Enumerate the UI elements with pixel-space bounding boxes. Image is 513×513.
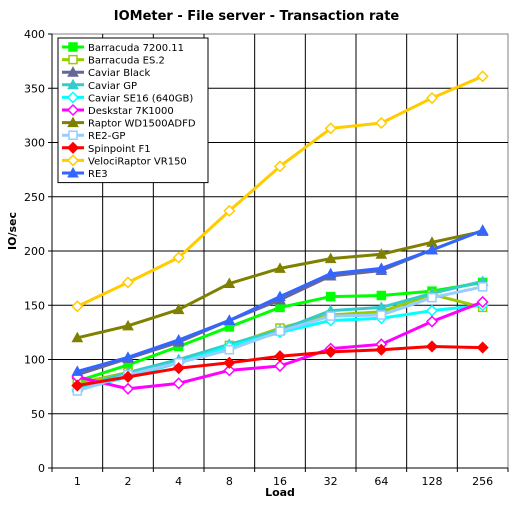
legend-swatch-marker bbox=[66, 154, 80, 167]
data-point bbox=[375, 248, 388, 259]
data-point bbox=[275, 302, 285, 313]
data-point bbox=[223, 277, 236, 289]
legend-label: Barracuda 7200.11 bbox=[88, 43, 184, 54]
y-tick-label: 250 bbox=[24, 191, 45, 204]
data-point bbox=[223, 356, 236, 369]
x-tick-label: 32 bbox=[324, 475, 338, 488]
data-point bbox=[375, 262, 388, 273]
legend-label: Barracuda ES.2 bbox=[88, 56, 165, 67]
chart-title: IOMeter - File server - Transaction rate bbox=[113, 9, 400, 24]
legend-label: RE2-GP bbox=[88, 131, 125, 142]
y-tick-label: 100 bbox=[24, 354, 45, 367]
data-point bbox=[223, 314, 236, 325]
data-point bbox=[172, 377, 185, 390]
y-tick-label: 300 bbox=[24, 137, 45, 150]
data-point bbox=[224, 344, 235, 355]
x-tick-label: 4 bbox=[175, 475, 182, 488]
data-point bbox=[121, 370, 135, 383]
legend-label: VelociRaptor VR150 bbox=[88, 156, 187, 167]
data-point bbox=[273, 350, 287, 363]
data-point bbox=[376, 310, 387, 320]
data-point bbox=[223, 204, 236, 217]
data-point bbox=[425, 91, 439, 105]
legend-label: RE3 bbox=[88, 169, 108, 180]
data-point bbox=[273, 160, 287, 173]
legend-swatch-marker bbox=[67, 66, 79, 77]
y-axis-label: IO/sec bbox=[6, 212, 19, 250]
legend-label: Raptor WD1500ADFD bbox=[88, 119, 196, 130]
data-point bbox=[425, 340, 439, 353]
data-point bbox=[172, 333, 185, 345]
data-point bbox=[121, 382, 135, 395]
y-tick-label: 0 bbox=[38, 462, 45, 475]
y-tick-label: 200 bbox=[24, 245, 45, 258]
data-point bbox=[122, 319, 134, 331]
data-point bbox=[476, 295, 489, 309]
x-tick-label: 8 bbox=[226, 475, 233, 488]
data-point bbox=[375, 343, 388, 356]
x-tick-label: 2 bbox=[125, 475, 132, 488]
y-tick-label: 350 bbox=[24, 82, 45, 95]
data-point bbox=[121, 276, 135, 289]
data-point bbox=[71, 365, 84, 376]
data-point bbox=[274, 262, 286, 273]
legend-swatch-marker bbox=[66, 141, 80, 154]
data-point bbox=[172, 362, 185, 375]
data-point bbox=[476, 224, 489, 235]
data-point bbox=[274, 290, 286, 302]
data-point bbox=[71, 300, 84, 313]
y-tick-label: 400 bbox=[24, 28, 45, 41]
data-point bbox=[324, 345, 337, 358]
x-tick-label: 16 bbox=[273, 475, 287, 488]
data-point bbox=[325, 311, 336, 321]
data-point bbox=[476, 70, 489, 83]
legend-swatch-marker bbox=[68, 130, 78, 140]
data-point bbox=[324, 122, 337, 135]
data-point bbox=[477, 282, 488, 292]
x-tick-label: 256 bbox=[472, 475, 493, 488]
data-point bbox=[375, 116, 388, 130]
data-point bbox=[325, 291, 336, 302]
legend-label: Deskstar 7K1000 bbox=[88, 106, 174, 117]
legend-swatch-marker bbox=[68, 42, 78, 52]
x-tick-label: 1 bbox=[74, 475, 81, 488]
data-point bbox=[427, 292, 437, 303]
legend-swatch-marker bbox=[66, 91, 80, 104]
legend-swatch-marker bbox=[67, 78, 79, 90]
data-point bbox=[223, 364, 236, 377]
data-point bbox=[376, 290, 387, 301]
legend-swatch-marker bbox=[68, 54, 78, 65]
data-point bbox=[122, 351, 134, 362]
x-tick-label: 128 bbox=[422, 475, 443, 488]
data-point bbox=[476, 341, 489, 354]
data-point bbox=[426, 243, 438, 255]
data-point bbox=[425, 315, 439, 328]
y-tick-label: 150 bbox=[24, 299, 45, 312]
legend-swatch-marker bbox=[67, 166, 79, 178]
data-point bbox=[324, 267, 337, 279]
legend-label: Caviar GP bbox=[88, 81, 137, 92]
x-axis-label: Load bbox=[265, 486, 295, 499]
data-point bbox=[71, 379, 84, 392]
data-point bbox=[71, 331, 84, 343]
legend-swatch-marker bbox=[67, 116, 79, 128]
data-point bbox=[172, 303, 185, 315]
data-point bbox=[324, 252, 337, 264]
legend-swatch-marker bbox=[66, 103, 80, 117]
data-point bbox=[172, 251, 185, 264]
legend-label: Caviar Black bbox=[88, 68, 150, 79]
legend-label: Caviar SE16 (640GB) bbox=[88, 93, 193, 104]
legend-label: Spinpoint F1 bbox=[88, 144, 151, 155]
data-point bbox=[275, 326, 285, 337]
y-tick-label: 50 bbox=[31, 408, 45, 421]
x-tick-label: 64 bbox=[374, 475, 388, 488]
data-point bbox=[273, 359, 287, 373]
